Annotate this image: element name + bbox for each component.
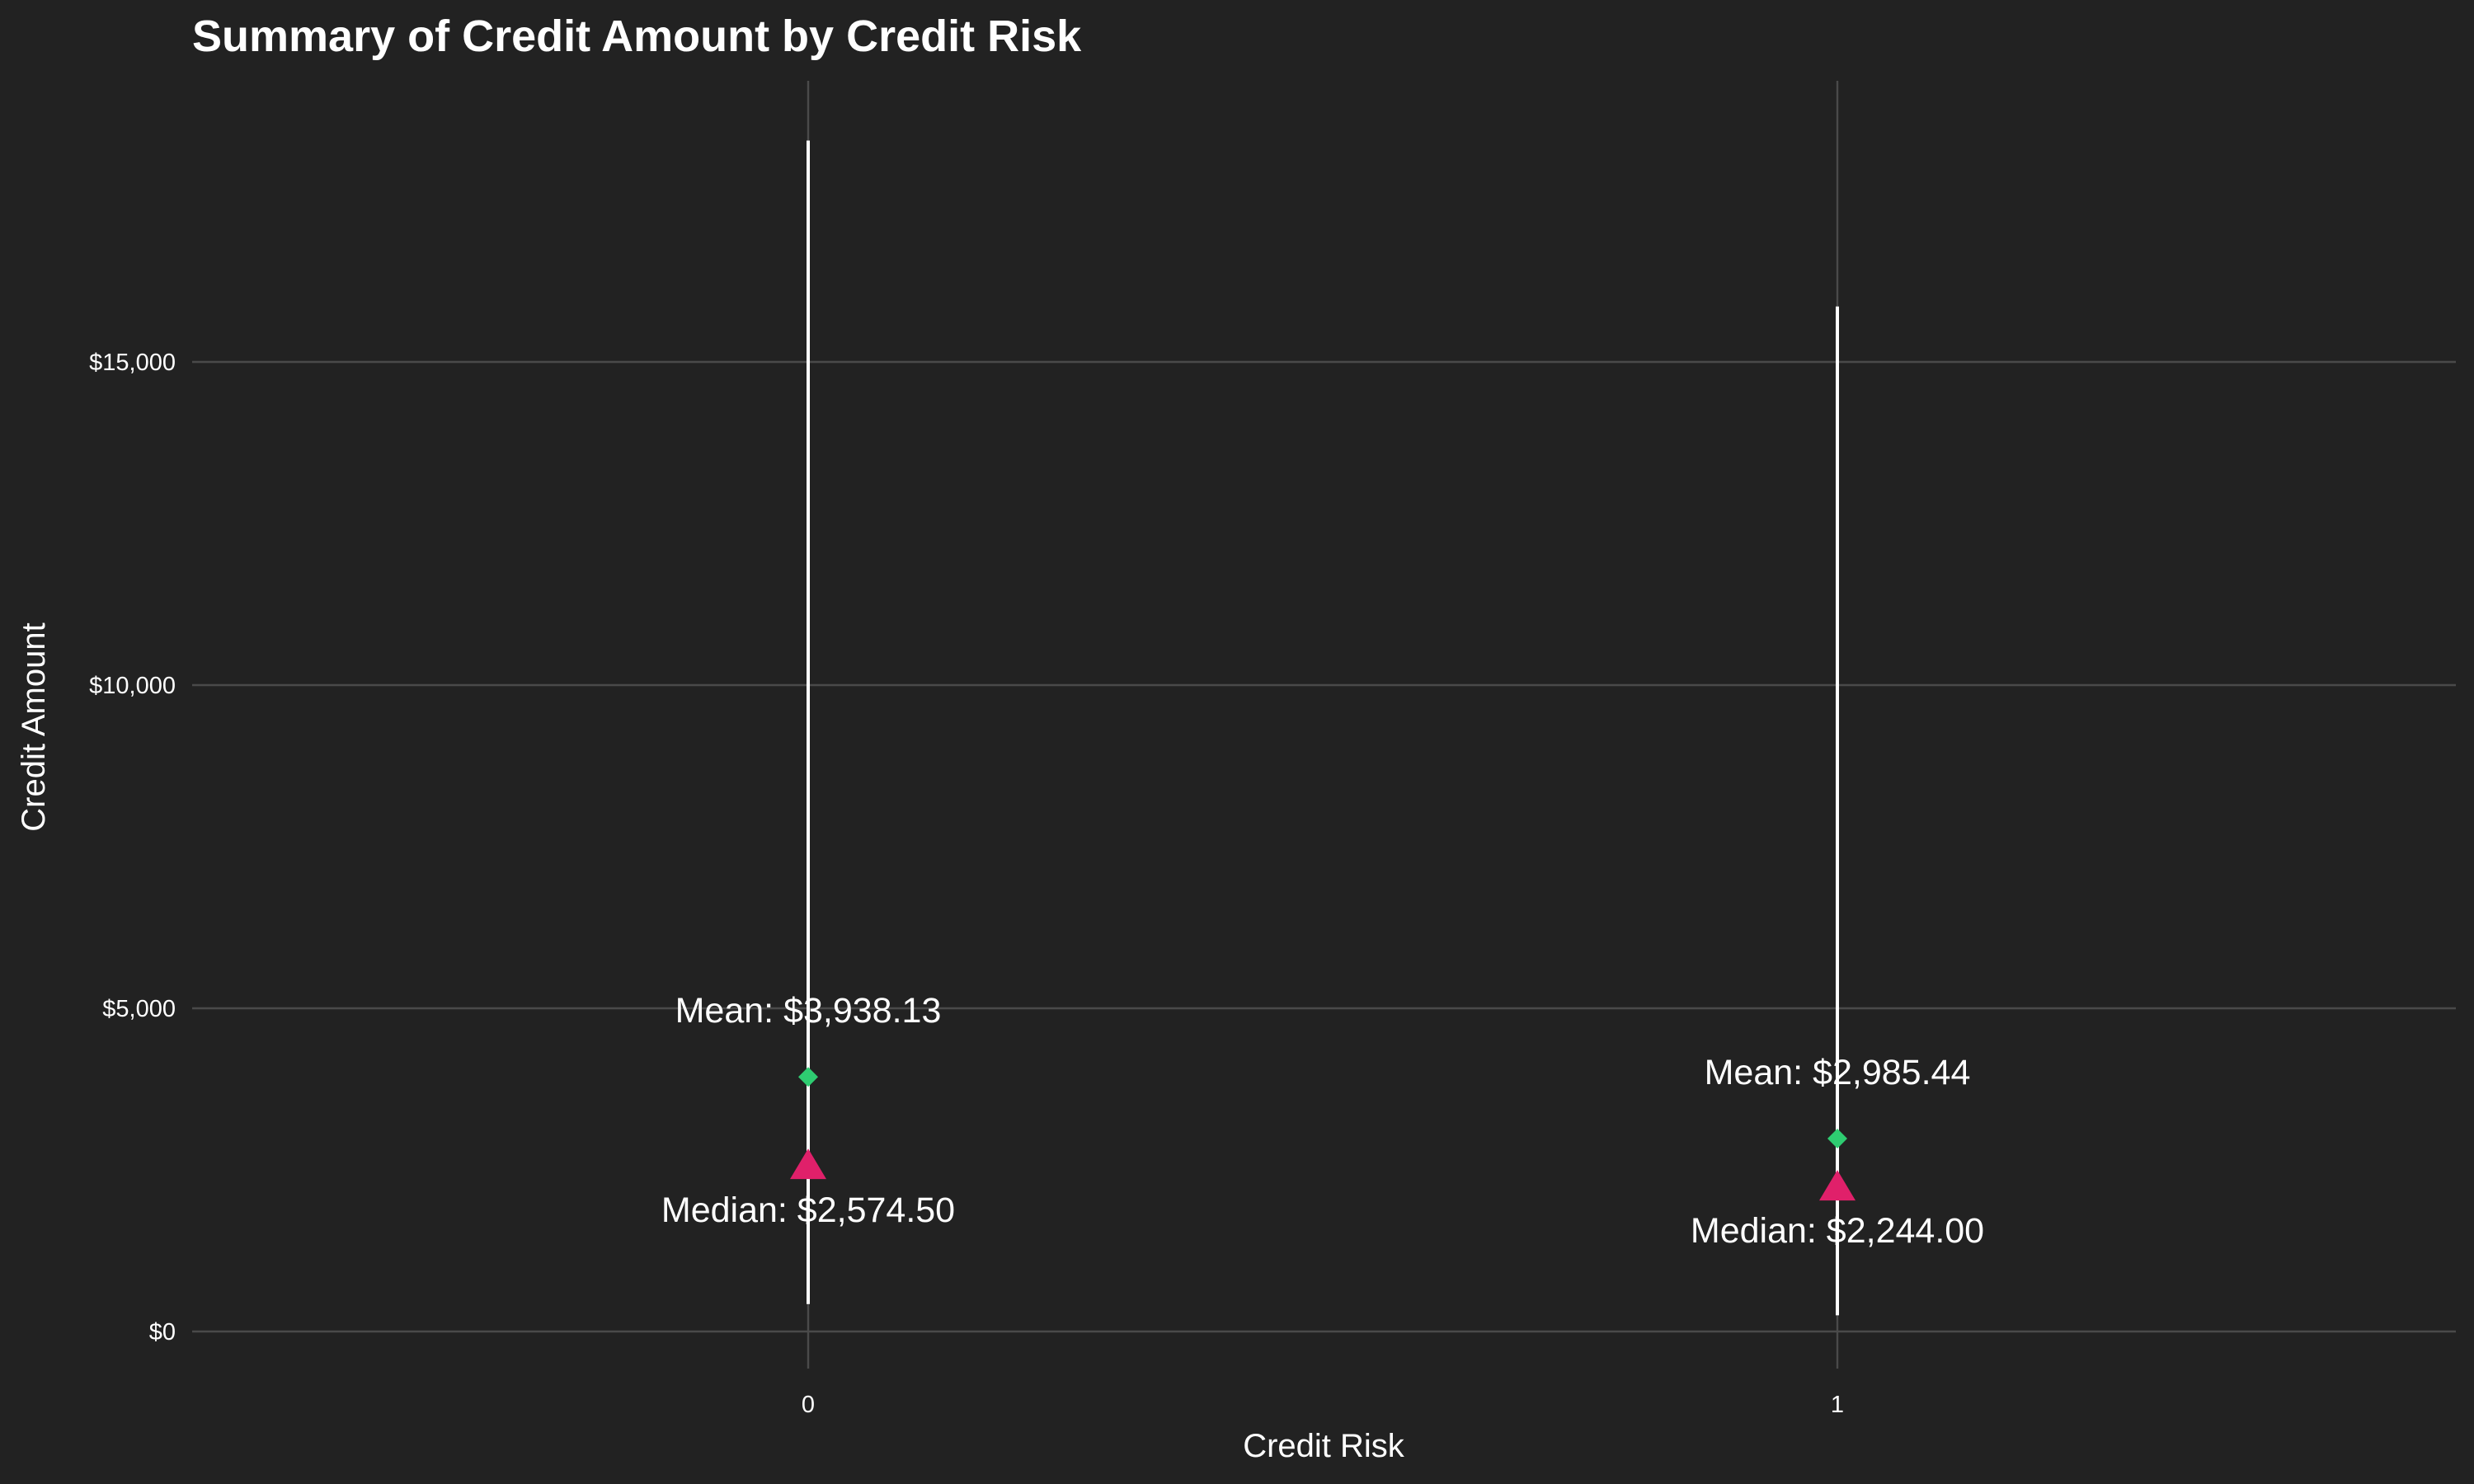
- chart-title: Summary of Credit Amount by Credit Risk: [192, 12, 1082, 61]
- mean-marker: [798, 1067, 818, 1087]
- mean-label: Mean: $3,938.13: [675, 991, 942, 1031]
- median-label: Median: $2,244.00: [1691, 1211, 1984, 1251]
- y-tick-label: $10,000: [89, 673, 176, 699]
- y-tick-label: $15,000: [89, 350, 176, 376]
- data-layer: Mean: $3,938.13 Mean: $2,985.44 Median: $2…: [661, 140, 1984, 1316]
- x-axis-label: Credit Risk: [1243, 1428, 1405, 1464]
- median-marker: [1819, 1170, 1856, 1201]
- median-marker: [790, 1148, 826, 1180]
- x-tick-label: 0: [802, 1392, 815, 1418]
- y-axis-label: Credit Amount: [16, 622, 52, 831]
- y-tick-label: $5,000: [102, 996, 176, 1022]
- x-tick-label: 1: [1831, 1392, 1844, 1418]
- y-tick-label: $0: [149, 1319, 176, 1345]
- mean-marker: [1827, 1128, 1847, 1148]
- median-label: Median: $2,574.50: [661, 1190, 955, 1230]
- mean-label: Mean: $2,985.44: [1705, 1053, 1971, 1092]
